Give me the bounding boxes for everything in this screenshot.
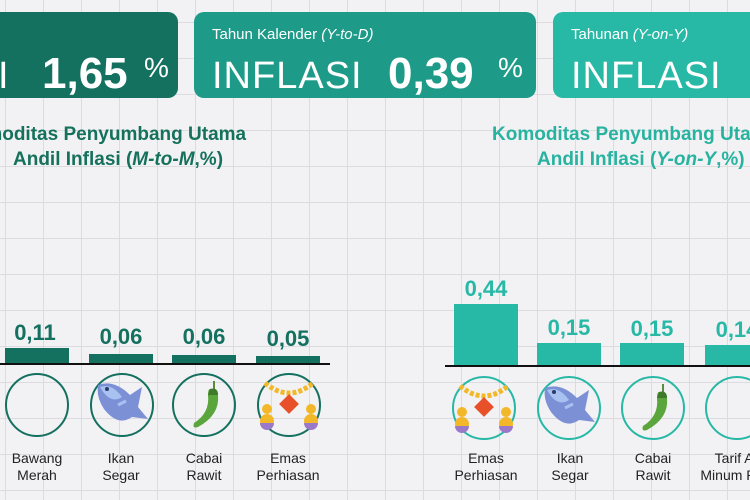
inflation-word: INFLASI — [212, 55, 363, 97]
bar-value: 0,44 — [464, 276, 508, 301]
percent-sign: % — [498, 52, 523, 83]
chart-title-yoy: Komoditas Penyumbang Utama Andil Inflasi… — [492, 124, 750, 170]
bar-value: 0,06 — [99, 324, 143, 349]
jewelry-icon — [257, 373, 321, 437]
bar — [620, 343, 684, 365]
inflation-label-partial: I — [0, 55, 10, 97]
inflation-ytd-card: Tahun Kalender (Y-to-D) INFLASI 0,39 % — [194, 12, 536, 98]
category-label: Tarif AirMinum PAM — [700, 450, 750, 483]
bar-value: 0,06 — [182, 324, 226, 349]
bar-value: 0,15 — [630, 316, 674, 341]
inflation-yoy-card: Tahunan (Y-on-Y) INFLASI — [553, 12, 750, 98]
bar — [172, 355, 236, 363]
category-label: Bawang Merah — [11, 450, 63, 483]
category-label: Cabai Rawit — [185, 450, 223, 483]
bar — [537, 343, 601, 365]
bar — [705, 345, 750, 365]
inflation-ytd-value: 0,39 — [388, 49, 474, 98]
card-subtitle: Tahunan (Y-on-Y) — [571, 26, 689, 43]
fish-icon — [537, 376, 601, 440]
bar-value: 0,15 — [547, 315, 591, 340]
inflation-mtm-card: I 1,65 % — [0, 12, 178, 98]
bar — [256, 356, 320, 363]
card-subtitle: Tahun Kalender (Y-to-D) — [212, 26, 374, 43]
bar-value: 0,11 — [14, 320, 56, 345]
category-label: Cabai Rawit — [634, 450, 672, 483]
chart-title-mtm: Komoditas Penyumbang Utama Andil Inflasi… — [0, 124, 247, 170]
bar-value: 0,05 — [266, 326, 310, 351]
bar — [454, 304, 518, 365]
water-icon — [705, 376, 750, 440]
category-label: Emas Perhiasan — [454, 450, 518, 483]
inflation-mtm-value: 1,65 — [42, 49, 128, 98]
chart-baseline — [445, 365, 750, 367]
bar — [5, 348, 69, 363]
bar — [89, 354, 153, 363]
shallot-icon — [5, 373, 69, 437]
bar-value: 0,14 — [715, 317, 750, 342]
inflation-word: INFLASI — [571, 55, 722, 97]
chili-icon — [172, 373, 236, 437]
fish-icon — [90, 373, 154, 437]
chart-baseline — [0, 363, 330, 365]
category-label: Ikan Segar — [102, 450, 140, 483]
jewelry-icon — [452, 376, 516, 440]
category-label: Ikan Segar — [551, 450, 589, 483]
category-label: Emas Perhiasan — [256, 450, 320, 483]
chili-icon — [621, 376, 685, 440]
percent-sign: % — [144, 52, 169, 83]
